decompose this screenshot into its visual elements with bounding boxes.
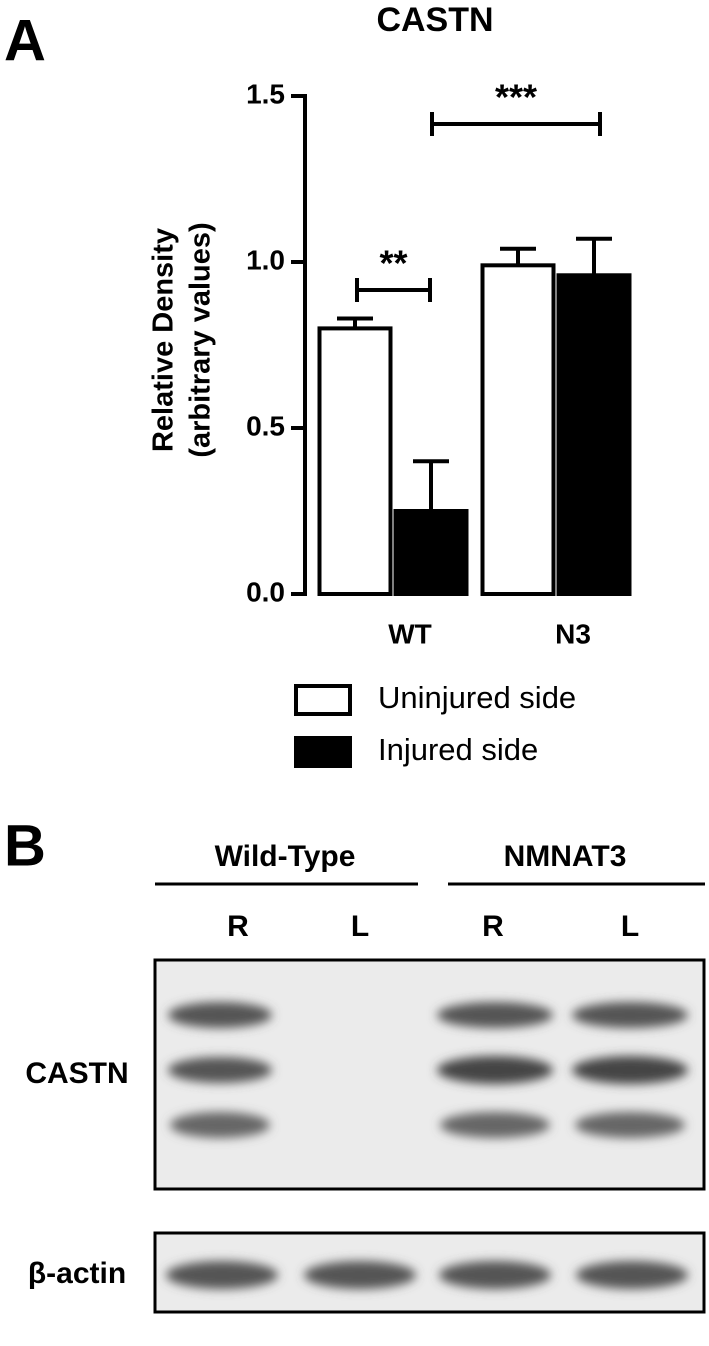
x-tick-label: WT <box>388 618 432 649</box>
actin-bands <box>166 1261 688 1289</box>
lane-label: L <box>351 910 369 943</box>
y-axis-label: (arbitrary values) <box>185 222 217 457</box>
legend-label: Uninjured side <box>378 680 576 715</box>
bar <box>393 509 469 596</box>
lane-label: L <box>621 910 639 943</box>
significance-label: ** <box>379 243 407 284</box>
panel-label: B <box>4 813 46 878</box>
row-label: β-actin <box>28 1257 126 1290</box>
bar <box>556 273 632 596</box>
panel-label: A <box>4 8 46 73</box>
legend-label: Injured side <box>378 732 538 767</box>
lane-label: R <box>227 910 249 943</box>
y-tick-label: 1.5 <box>246 78 285 109</box>
chart-title: CASTN <box>376 1 493 39</box>
lane-label: R <box>482 910 504 943</box>
legend-swatch <box>294 736 352 768</box>
y-tick-label: 1.0 <box>246 244 285 275</box>
bar <box>317 326 393 596</box>
group-label: Wild-Type <box>215 840 356 873</box>
y-tick-label: 0.5 <box>246 410 285 441</box>
y-axis-label: Relative Density <box>148 228 180 452</box>
legend-swatch <box>294 684 352 716</box>
x-tick-label: N3 <box>555 618 591 649</box>
castn-bands <box>168 1002 688 1138</box>
significance-label: *** <box>495 77 537 118</box>
bar <box>480 263 556 596</box>
row-label: CASTN <box>25 1057 128 1090</box>
group-label: NMNAT3 <box>504 840 627 873</box>
y-tick-label: 0.0 <box>246 576 285 607</box>
